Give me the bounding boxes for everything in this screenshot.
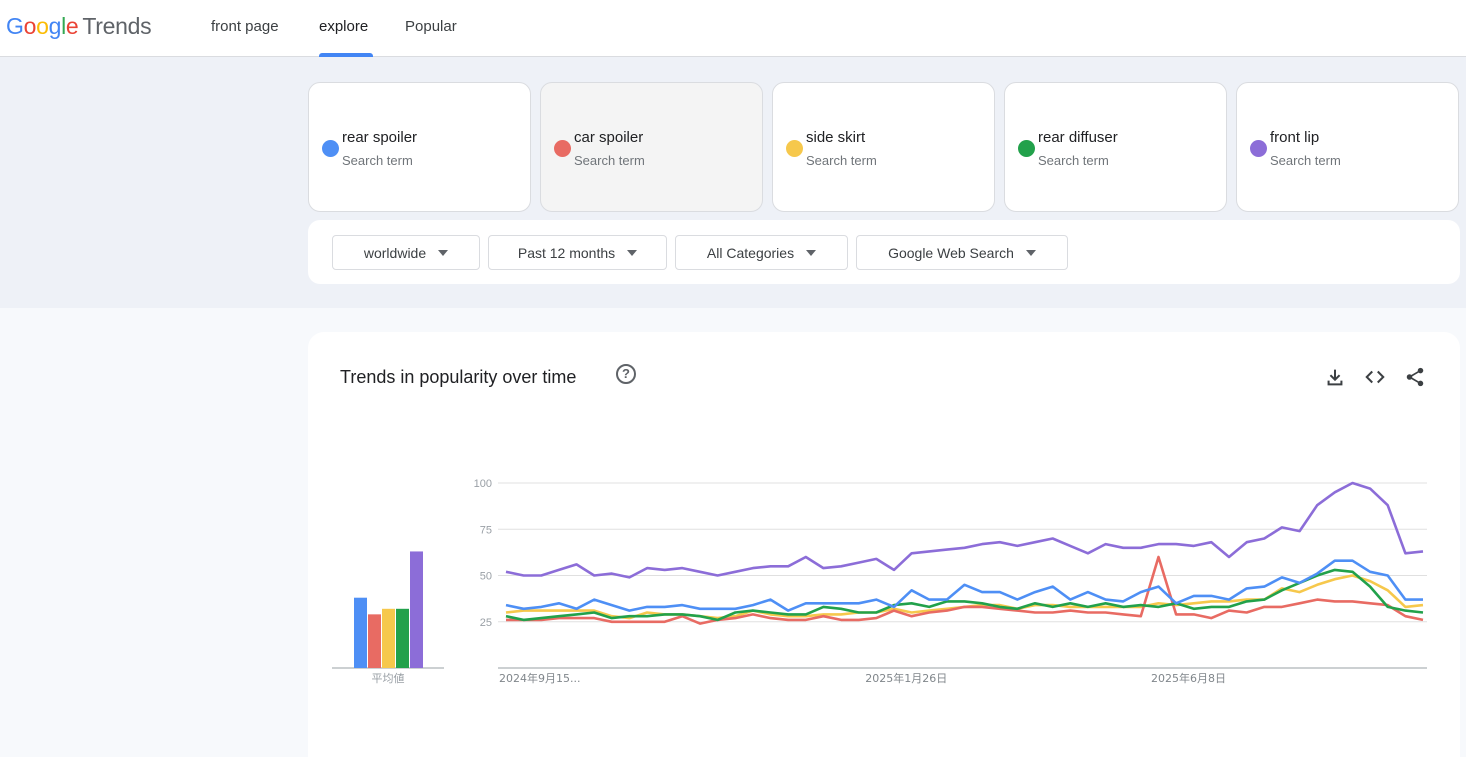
logo-letter: o xyxy=(36,13,49,39)
average-bar[interactable] xyxy=(382,608,395,668)
logo-trends-text: Trends xyxy=(82,13,152,39)
term-type-label: Search term xyxy=(1038,153,1109,168)
term-card-rear-spoiler[interactable]: rear spoiler Search term xyxy=(308,82,531,212)
term-name: front lip xyxy=(1270,129,1320,146)
caret-down-icon xyxy=(627,249,638,256)
tab-popular[interactable]: Popular xyxy=(405,18,457,35)
caret-down-icon xyxy=(806,249,817,256)
term-type-label: Search term xyxy=(574,153,645,168)
series-color-dot xyxy=(554,140,571,157)
caret-down-icon xyxy=(1025,249,1036,256)
logo-letter: G xyxy=(6,13,24,39)
embed-code-icon[interactable] xyxy=(1364,366,1386,388)
series-color-dot xyxy=(1018,140,1035,157)
category-dropdown[interactable]: All Categories xyxy=(675,235,848,270)
average-label: 平均値 xyxy=(372,672,405,685)
active-tab-indicator xyxy=(319,53,373,57)
average-bar[interactable] xyxy=(410,551,423,668)
average-bars: 平均値 xyxy=(332,551,444,685)
series-line[interactable] xyxy=(505,481,1424,579)
question-icon[interactable]: ? xyxy=(616,364,636,384)
chart-gridlines: 100 75 50 25 xyxy=(474,478,1427,669)
term-name: rear diffuser xyxy=(1038,129,1118,146)
series-color-dot xyxy=(786,140,803,157)
share-icon[interactable] xyxy=(1404,366,1426,388)
tab-explore[interactable]: explore xyxy=(319,18,369,35)
chart-series-lines[interactable] xyxy=(505,481,1424,625)
series-line[interactable] xyxy=(505,574,1424,620)
term-card-side-skirt[interactable]: side skirt Search term xyxy=(772,82,995,212)
term-card-front-lip[interactable]: front lip Search term xyxy=(1236,82,1459,212)
series-color-dot xyxy=(322,140,339,157)
average-bar[interactable] xyxy=(368,614,381,668)
category-value: All Categories xyxy=(706,244,795,261)
search-type-dropdown[interactable]: Google Web Search xyxy=(856,235,1068,270)
search-type-value: Google Web Search xyxy=(888,244,1014,261)
series-line[interactable] xyxy=(505,559,1423,612)
term-name: side skirt xyxy=(806,129,866,146)
term-card-car-spoiler[interactable]: car spoiler Search term xyxy=(540,82,763,212)
download-icon[interactable] xyxy=(1324,366,1346,388)
y-tick-label: 50 xyxy=(480,571,492,583)
term-name: car spoiler xyxy=(574,129,644,146)
x-tick-label: 2024年9月15... xyxy=(499,671,580,685)
top-app-bar: Google Trends front page explore Popular xyxy=(0,0,1466,57)
tab-front-page[interactable]: front page xyxy=(211,18,279,35)
trends-chart: 平均値 100 75 50 25 2024年9月15... 2025年1月26日 2025… xyxy=(332,478,1427,685)
google-trends-logo[interactable]: Google Trends xyxy=(6,13,152,40)
logo-letter: o xyxy=(23,13,37,39)
caret-down-icon xyxy=(438,249,449,256)
term-name: rear spoiler xyxy=(342,129,418,146)
y-tick-label: 25 xyxy=(480,617,492,629)
region-dropdown[interactable]: worldwide xyxy=(332,235,480,270)
logo-letter: g xyxy=(48,13,62,39)
x-axis-labels: 2024年9月15... 2025年1月26日 2025年6月8日 xyxy=(499,671,1226,685)
logo-letter: l xyxy=(61,13,66,39)
average-bar[interactable] xyxy=(354,597,367,668)
average-bar[interactable] xyxy=(396,608,409,668)
y-tick-label: 75 xyxy=(480,524,492,536)
series-line[interactable] xyxy=(506,555,1424,625)
time-range-value: Past 12 months xyxy=(517,244,616,261)
series-color-dot xyxy=(1250,140,1267,157)
y-tick-label: 100 xyxy=(474,478,492,490)
region-value: worldwide xyxy=(363,244,427,261)
chart-title: Trends in popularity over time xyxy=(340,367,577,387)
x-tick-label: 2025年6月8日 xyxy=(1151,671,1226,685)
term-card-rear-diffuser[interactable]: rear diffuser Search term xyxy=(1004,82,1227,212)
filter-bar: worldwide Past 12 months All Categories … xyxy=(308,220,1460,284)
term-type-label: Search term xyxy=(1270,153,1341,168)
term-type-label: Search term xyxy=(342,153,413,168)
x-tick-label: 2025年1月26日 xyxy=(865,671,947,685)
logo-letter: e xyxy=(65,13,79,39)
time-range-dropdown[interactable]: Past 12 months xyxy=(488,235,667,270)
interest-over-time-card: Trends in popularity over time ? 平均値 100… xyxy=(308,332,1460,757)
term-type-label: Search term xyxy=(806,153,877,168)
series-line[interactable] xyxy=(505,568,1424,622)
